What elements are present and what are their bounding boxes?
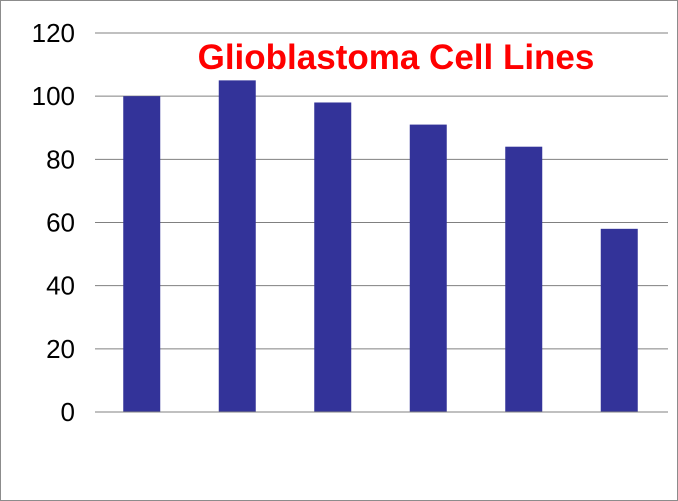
y-tick-label: 40 <box>46 271 75 301</box>
bar <box>123 96 161 413</box>
bar <box>314 102 352 412</box>
y-tick-labels: 0 20 40 60 80 100 120 <box>32 18 75 427</box>
y-tick-label: 100 <box>32 81 75 111</box>
bars <box>123 80 638 413</box>
y-tick-label: 0 <box>61 397 75 427</box>
gridlines <box>95 32 668 350</box>
bar <box>409 124 447 412</box>
y-tick-label: 120 <box>32 18 75 48</box>
chart-title: Glioblastoma Cell Lines <box>198 38 595 77</box>
y-tick-label: 80 <box>46 144 75 174</box>
y-tick-label: 60 <box>46 208 75 238</box>
bar <box>218 80 256 412</box>
bar <box>600 228 638 412</box>
y-tick-label: 20 <box>46 334 75 364</box>
bar <box>505 146 543 412</box>
